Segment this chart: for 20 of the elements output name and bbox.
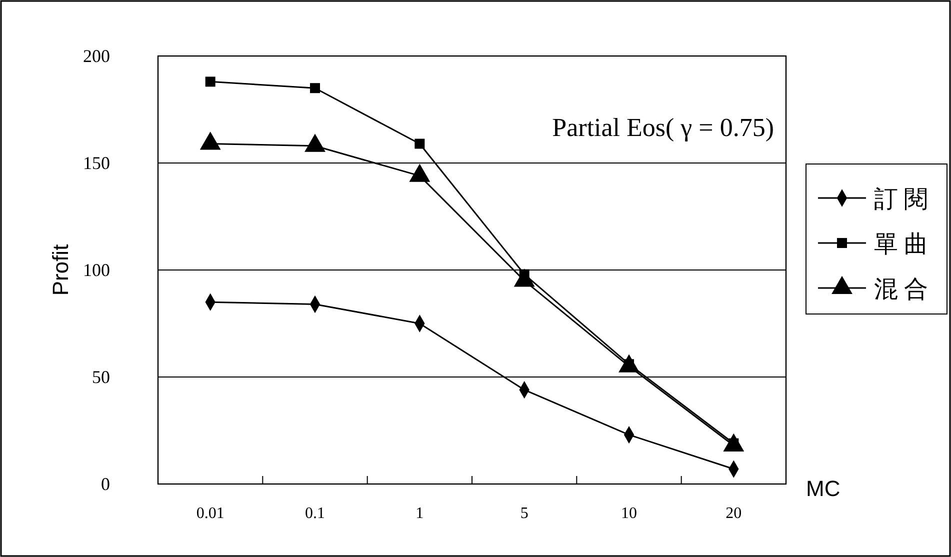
x-tick-label: 0.01	[196, 505, 224, 522]
annotation: Partial Eos( γ = 0.75)	[552, 113, 774, 142]
point	[414, 138, 425, 149]
legend-label: 單曲	[874, 232, 934, 258]
y-tick-label: 50	[92, 367, 110, 387]
y-axis-title: Profit	[48, 244, 73, 296]
point	[205, 76, 216, 87]
x-tick-label: 0.1	[305, 505, 325, 522]
legend-label: 混合	[874, 277, 934, 303]
x-tick-label: 5	[520, 505, 528, 522]
x-tick-label: 1	[416, 505, 424, 522]
point	[310, 83, 320, 94]
y-tick-label: 100	[83, 260, 110, 280]
y-tick-label: 200	[83, 46, 110, 66]
x-tick-label: 20	[726, 505, 742, 522]
legend-label: 訂閱	[874, 187, 934, 213]
y-tick-label: 0	[101, 474, 110, 494]
x-tick-label: 10	[621, 505, 637, 522]
y-tick-label: 150	[83, 153, 110, 173]
x-axis-title: MC	[806, 476, 840, 501]
